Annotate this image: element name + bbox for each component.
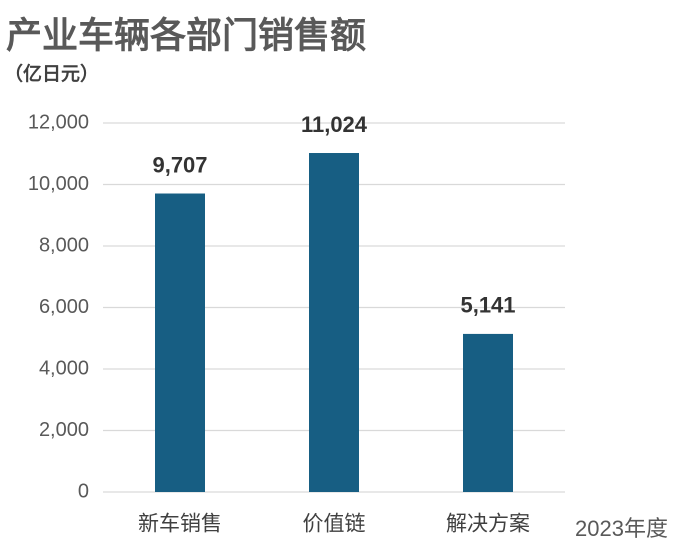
x-tick-label: 解决方案 (446, 513, 530, 536)
y-tick-label: 0 (78, 480, 89, 502)
chart-title: 产业车辆各部门销售额 (6, 15, 366, 56)
x-tick-label: 新车销售 (138, 513, 222, 536)
y-tick-label: 12,000 (28, 111, 89, 133)
y-tick-label: 10,000 (28, 173, 89, 195)
bar (309, 153, 359, 492)
bar (463, 333, 513, 492)
y-tick-label: 4,000 (39, 357, 89, 379)
x-axis-label: 2023年度 (575, 516, 668, 541)
y-tick-label: 8,000 (39, 234, 89, 256)
value-label: 5,141 (460, 293, 515, 318)
chart-subtitle: （亿日元） (4, 62, 99, 85)
value-label: 9,707 (152, 152, 207, 177)
y-tick-label: 2,000 (39, 419, 89, 441)
x-tick-label: 价值链 (303, 513, 366, 536)
y-tick-label: 6,000 (39, 296, 89, 318)
bar (155, 193, 205, 492)
value-label: 11,024 (301, 112, 368, 137)
